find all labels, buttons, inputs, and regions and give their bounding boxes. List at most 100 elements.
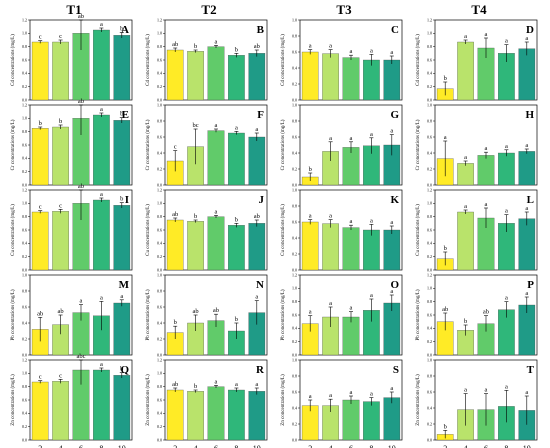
y-tick-label: 0.4 xyxy=(157,150,162,155)
significance-label: a xyxy=(525,290,528,297)
significance-label: abc xyxy=(76,353,85,360)
y-tick-label: 1.0 xyxy=(292,17,297,22)
panel-k: 0.0 0.2 0.4 0.6 0.8 1.0 Cu concentrations (mg/… xyxy=(281,187,403,272)
y-axis-label: Cu concentrations (mg/L) xyxy=(11,204,16,256)
y-axis-label: Cu concentrations (mg/L) xyxy=(281,204,286,256)
y-tick-label: 0.6 xyxy=(427,227,432,232)
significance-label: a xyxy=(100,191,103,198)
y-tick-label: 0.2 xyxy=(157,424,162,429)
significance-label: ab xyxy=(483,309,489,316)
significance-label: ab xyxy=(254,213,260,220)
y-tick-label: 0.6 xyxy=(427,57,432,62)
significance-label: bc xyxy=(193,122,199,129)
significance-label: a xyxy=(464,387,467,394)
y-tick-label: 1.0 xyxy=(22,201,27,206)
bar xyxy=(93,29,110,101)
y-tick-label: 1.0 xyxy=(427,31,432,36)
y-tick-label: 0.2 xyxy=(157,254,162,259)
y-tick-label: 0.2 xyxy=(427,166,432,171)
bar xyxy=(383,229,401,271)
panel-letter: B xyxy=(257,24,265,36)
significance-label: ab xyxy=(78,13,84,20)
y-tick-label: 1.2 xyxy=(22,17,27,22)
significance-label: ab xyxy=(442,306,448,313)
significance-label: b xyxy=(235,316,238,323)
y-tick-label: 1.0 xyxy=(292,357,297,362)
significance-label: ab xyxy=(58,308,64,315)
significance-label: b xyxy=(309,166,312,173)
y-tick-label: 0.4 xyxy=(22,156,27,161)
significance-label: a xyxy=(215,378,218,385)
y-tick-label: 0.6 xyxy=(292,49,297,54)
significance-label: b xyxy=(174,319,177,326)
panel-s: 0.0 0.2 0.4 0.6 0.8 1.0 Zn concentrations (mg/… xyxy=(281,357,403,442)
significance-label: b xyxy=(120,366,123,373)
y-tick-label: 0.0 xyxy=(22,437,27,442)
y-tick-label: 0.6 xyxy=(292,312,297,317)
significance-label: ab xyxy=(172,211,178,218)
y-tick-label: 0.4 xyxy=(292,405,297,410)
significance-label: b xyxy=(464,318,467,325)
x-axis-labels: 246810Time (Days)246810Time (Days)246810… xyxy=(38,444,531,448)
significance-label: b xyxy=(59,118,62,125)
y-tick-label: 0.6 xyxy=(157,397,162,402)
significance-label: a xyxy=(505,143,508,150)
y-tick-label: 0.8 xyxy=(22,129,27,134)
y-tick-label: 0.2 xyxy=(292,421,297,426)
y-axis-label: Zn concentrations (mg/L) xyxy=(146,374,151,426)
y-tick-label: 0.4 xyxy=(157,71,162,76)
x-tick-label: 2 xyxy=(443,444,447,448)
significance-label: a xyxy=(235,381,238,388)
y-tick-label: 0.6 xyxy=(292,219,297,224)
x-tick-label: 2 xyxy=(38,444,42,448)
panel-q: 0.0 0.2 0.4 0.6 0.8 1.0 1.2 Zn concentrations (… xyxy=(11,353,133,442)
y-tick-label: 0.0 xyxy=(157,182,162,187)
panel-i: 0.0 0.2 0.4 0.6 0.8 1.0 1.2 Cu concentrations (… xyxy=(11,183,133,272)
panel-p: 0.0 0.2 0.4 0.6 0.8 1.0 1.2 Pb concentrations (… xyxy=(416,272,538,357)
column-title-t1: T1 xyxy=(66,2,81,17)
panel-letter: L xyxy=(527,194,534,206)
bar xyxy=(187,221,204,271)
significance-label: b xyxy=(39,120,42,127)
bar xyxy=(113,35,131,101)
y-tick-label: 0.8 xyxy=(157,288,162,293)
significance-label: a xyxy=(485,201,488,208)
y-tick-label: 0.2 xyxy=(22,424,27,429)
significance-label: b xyxy=(235,216,238,223)
y-tick-label: 0.4 xyxy=(157,320,162,325)
bar xyxy=(228,55,245,101)
y-tick-label: 0.2 xyxy=(427,421,432,426)
y-tick-label: 1.0 xyxy=(157,371,162,376)
panel-letter: T xyxy=(527,364,535,376)
significance-label: c xyxy=(174,144,177,151)
y-tick-label: 0.6 xyxy=(22,57,27,62)
bar xyxy=(383,59,401,101)
significance-label: ab xyxy=(254,43,260,50)
y-axis-label: Zn concentrations (mg/L) xyxy=(416,374,421,426)
significance-label: c xyxy=(59,33,62,40)
x-tick-label: 4 xyxy=(194,444,198,448)
panel-letter: A xyxy=(121,24,129,36)
y-tick-label: 1.2 xyxy=(292,272,297,277)
y-tick-label: 0.0 xyxy=(157,437,162,442)
x-tick-label: 8 xyxy=(504,444,508,448)
bar xyxy=(113,302,131,356)
y-tick-label: 0.4 xyxy=(292,326,297,331)
bar xyxy=(248,391,266,441)
x-tick-label: 8 xyxy=(369,444,373,448)
y-axis-label: Cr concentrations (mg/L) xyxy=(11,119,16,170)
y-tick-label: 0.6 xyxy=(22,397,27,402)
significance-label: c xyxy=(39,374,42,381)
x-tick-label: 8 xyxy=(99,444,103,448)
x-tick-label: 10 xyxy=(388,444,396,448)
y-tick-label: 0.2 xyxy=(22,254,27,259)
y-tick-label: 0.0 xyxy=(427,267,432,272)
bar xyxy=(383,397,401,441)
y-tick-label: 0.0 xyxy=(292,437,297,442)
panel-e: 0.0 0.2 0.4 0.6 0.8 1.0 1.2 Cr concentrations (… xyxy=(11,98,133,187)
significance-label: ab xyxy=(78,183,84,190)
x-tick-label: 4 xyxy=(59,444,63,448)
significance-label: ab xyxy=(193,308,199,315)
y-tick-label: 0.4 xyxy=(157,241,162,246)
y-tick-label: 0.0 xyxy=(292,182,297,187)
